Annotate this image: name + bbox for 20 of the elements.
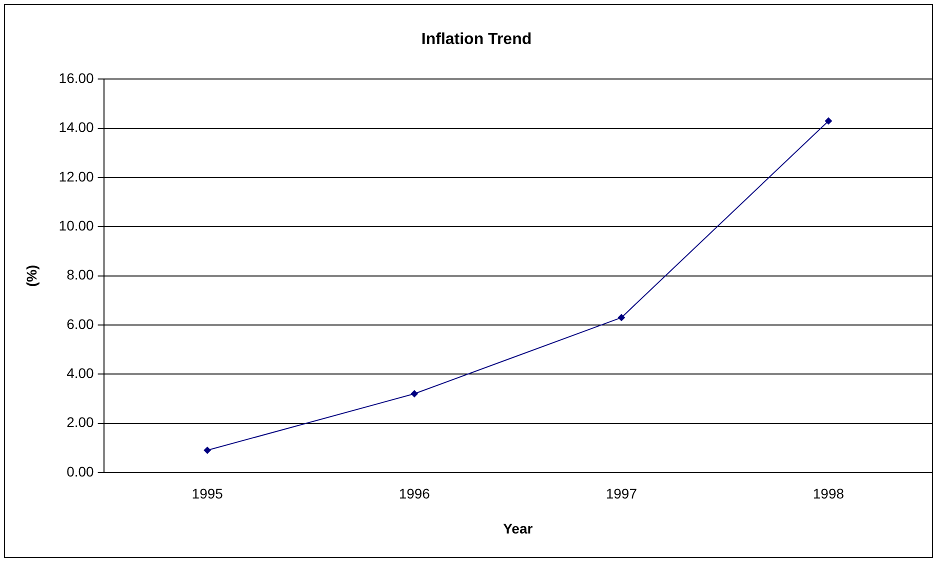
y-tick-label: 10.00 — [58, 218, 94, 234]
y-tick-label: 16.00 — [58, 70, 94, 86]
point — [824, 117, 832, 124]
y-tick-label: 12.00 — [58, 168, 94, 184]
y-axis-title: (%) — [23, 264, 40, 287]
point — [618, 314, 625, 322]
x-tick-label: 1995 — [192, 486, 224, 502]
x-tick-label: 1996 — [398, 486, 430, 502]
y-tick-label: 8.00 — [66, 266, 94, 283]
y-tick-label: 6.00 — [66, 316, 94, 332]
y-tick-label: 4.00 — [66, 364, 94, 381]
x-axis-title: Year — [503, 520, 534, 536]
x-tick-label: 1998 — [812, 486, 844, 502]
y-tick-label: 0.00 — [66, 463, 94, 480]
y-tick-label: 2.00 — [66, 414, 94, 430]
point — [410, 390, 418, 398]
point — [204, 446, 211, 454]
x-tick-label: 1997 — [606, 486, 638, 502]
chart-title: Inflation Trend — [421, 31, 532, 48]
y-tick-label: 14.00 — [58, 119, 94, 136]
